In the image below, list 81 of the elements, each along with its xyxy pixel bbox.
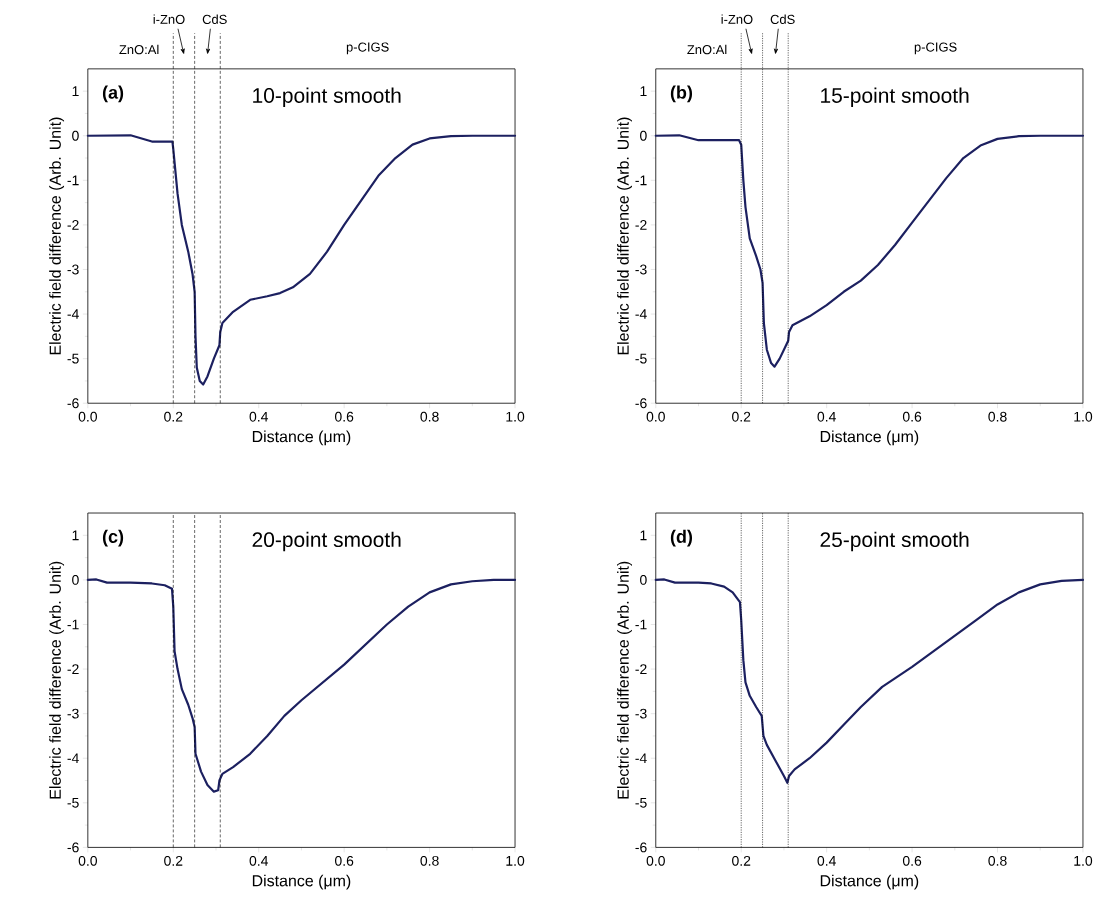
text: CdS bbox=[202, 14, 227, 24]
y-tick-label: -4 bbox=[67, 753, 79, 763]
annotation: 20-point smooth bbox=[252, 531, 401, 552]
y-tick-label: -3 bbox=[67, 264, 79, 275]
y-tick-label: -6 bbox=[67, 398, 79, 409]
x-tick-label: 0.4 bbox=[249, 411, 269, 422]
x-axis-title: Distance (μm) bbox=[820, 874, 919, 890]
y-tick-label: -4 bbox=[67, 309, 79, 319]
x-tick-label: 0.0 bbox=[78, 855, 98, 866]
y-tick-label: -4 bbox=[635, 753, 647, 763]
x-tick-label: 1.0 bbox=[1074, 855, 1093, 866]
y-tick-label: -6 bbox=[635, 842, 647, 853]
y-tick-label: -5 bbox=[67, 797, 79, 808]
y-tick-label: 0 bbox=[72, 574, 79, 585]
x-tick-label: 0.2 bbox=[732, 411, 751, 422]
x-axis-title: Distance (μm) bbox=[252, 430, 351, 446]
y-tick-label: 1 bbox=[72, 86, 79, 96]
y-tick-label: 0 bbox=[640, 574, 647, 585]
y-tick-label: -3 bbox=[635, 708, 647, 719]
x-tick-label: 0.4 bbox=[817, 855, 836, 866]
annotation: 25-point smooth bbox=[820, 531, 969, 552]
text: p-CIGS bbox=[346, 42, 389, 55]
y-tick-label: -2 bbox=[67, 219, 79, 230]
y-axis-title: Electric field difference (Arb. Unit) bbox=[617, 561, 632, 799]
x-tick-label: 0.6 bbox=[902, 855, 922, 866]
y-axis-title: Electric field difference (Arb. Unit) bbox=[49, 561, 65, 799]
x-tick-label: 0.0 bbox=[646, 855, 665, 866]
x-tick-label: 1.0 bbox=[1074, 411, 1093, 422]
x-tick-label: 0.8 bbox=[420, 411, 439, 422]
x-tick-label: 0.4 bbox=[249, 855, 269, 866]
annotation: (c) bbox=[102, 529, 124, 547]
x-tick-label: 0.4 bbox=[817, 411, 836, 422]
x-tick-label: 1.0 bbox=[506, 411, 525, 422]
y-tick-label: -1 bbox=[635, 175, 647, 185]
y-tick-label: 1 bbox=[640, 530, 647, 540]
x-axis-title: Distance (μm) bbox=[252, 874, 351, 890]
y-axis-title: Electric field difference (Arb. Unit) bbox=[49, 117, 65, 355]
x-tick-label: 0.2 bbox=[732, 855, 751, 866]
y-tick-label: -1 bbox=[635, 619, 647, 630]
text: ZnO:Al bbox=[687, 44, 727, 55]
text: CdS bbox=[770, 14, 795, 24]
y-tick-label: -1 bbox=[67, 619, 79, 630]
y-tick-label: 1 bbox=[640, 86, 647, 96]
y-tick-label: -5 bbox=[635, 353, 647, 364]
annotation: 10-point smooth bbox=[253, 87, 401, 107]
x-tick-label: 0.2 bbox=[164, 411, 183, 422]
annotation: (b) bbox=[670, 85, 693, 103]
x-tick-label: 0.8 bbox=[420, 855, 439, 866]
y-tick-label: -3 bbox=[67, 708, 79, 719]
y-tick-label: -1 bbox=[67, 175, 79, 185]
x-axis-title: Distance (μm) bbox=[820, 430, 919, 446]
x-tick-label: 0.0 bbox=[78, 411, 98, 422]
annotation: 15-point smooth bbox=[821, 87, 969, 107]
y-tick-label: 0 bbox=[72, 130, 79, 141]
y-axis-title: Electric field difference (Arb. Unit) bbox=[617, 117, 632, 355]
x-tick-label: 0.6 bbox=[334, 855, 354, 866]
x-tick-label: 1.0 bbox=[506, 855, 525, 866]
x-tick-label: 0.8 bbox=[988, 411, 1007, 422]
x-tick-label: 0.8 bbox=[988, 855, 1007, 866]
y-tick-label: -5 bbox=[635, 797, 647, 808]
text: i-ZnO bbox=[721, 14, 753, 24]
y-tick-label: -3 bbox=[635, 264, 647, 275]
y-tick-label: -2 bbox=[635, 664, 647, 674]
y-tick-label: -6 bbox=[635, 398, 647, 409]
x-tick-label: 0.2 bbox=[164, 855, 183, 866]
x-tick-label: 0.6 bbox=[902, 411, 922, 422]
y-tick-label: -2 bbox=[67, 664, 79, 674]
y-tick-label: -2 bbox=[635, 219, 647, 230]
text: ZnO:Al bbox=[119, 44, 159, 55]
line-series bbox=[86, 134, 517, 386]
annotation: (d) bbox=[670, 529, 693, 547]
x-tick-label: 0.6 bbox=[334, 411, 354, 422]
x-tick-label: 0.0 bbox=[646, 411, 665, 422]
text: i-ZnO bbox=[153, 14, 185, 24]
text: p-CIGS bbox=[914, 42, 957, 55]
y-tick-label: -5 bbox=[67, 353, 79, 364]
y-tick-label: -6 bbox=[67, 842, 79, 853]
y-tick-label: 1 bbox=[72, 530, 79, 540]
y-tick-label: 0 bbox=[640, 130, 647, 141]
y-tick-label: -4 bbox=[635, 309, 647, 319]
annotation: (a) bbox=[102, 85, 124, 103]
